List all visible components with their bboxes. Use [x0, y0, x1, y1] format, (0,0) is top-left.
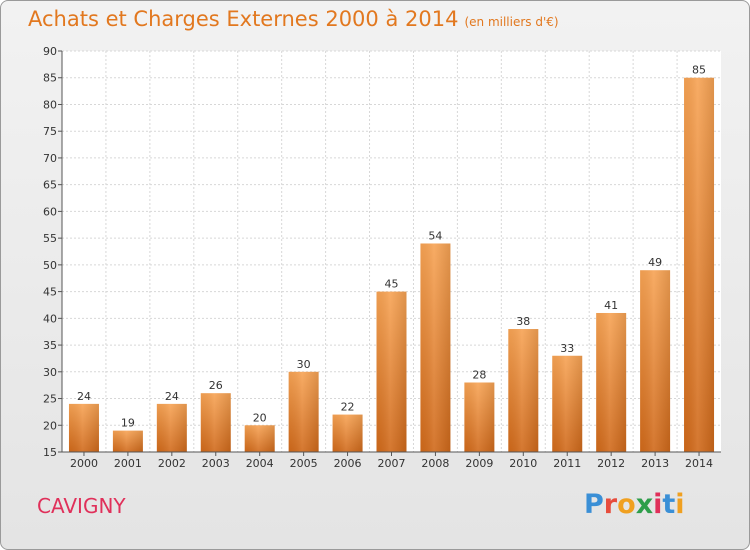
logo-letter: i — [653, 489, 663, 520]
bar-shade — [420, 243, 451, 452]
y-tick-label: 45 — [43, 286, 57, 299]
bar-shade — [288, 371, 319, 452]
x-tick-label: 2009 — [465, 457, 493, 470]
x-tick-label: 2000 — [70, 457, 98, 470]
y-tick-label: 20 — [43, 419, 57, 432]
data-label: 54 — [428, 229, 442, 242]
proxiti-logo[interactable]: Proxiti — [584, 489, 685, 520]
y-tick-label: 70 — [43, 152, 57, 165]
data-label: 49 — [648, 256, 662, 269]
bar-shade — [376, 291, 407, 452]
x-tick-label: 2013 — [641, 457, 669, 470]
y-tick-label: 90 — [43, 45, 57, 58]
bar-shade — [332, 414, 363, 452]
y-tick-label: 65 — [43, 179, 57, 192]
data-label: 19 — [121, 417, 135, 430]
y-tick-label: 85 — [43, 72, 57, 85]
y-tick-label: 30 — [43, 366, 57, 379]
x-tick-label: 2001 — [114, 457, 142, 470]
x-tick-label: 2008 — [421, 457, 449, 470]
y-tick-label: 80 — [43, 98, 57, 111]
y-tick-label: 75 — [43, 125, 57, 138]
data-label: 38 — [516, 315, 530, 328]
y-tick-label: 25 — [43, 393, 57, 406]
data-label: 45 — [385, 278, 399, 291]
city-name: CAVIGNY — [37, 494, 126, 518]
data-label: 28 — [472, 368, 486, 381]
title-text: Achats et Charges Externes 2000 à 2014 — [28, 7, 459, 31]
bar-shade — [596, 312, 627, 452]
logo-letter: x — [635, 489, 654, 520]
y-tick-label: 50 — [43, 259, 57, 272]
logo-letter: r — [603, 489, 618, 520]
x-tick-label: 2003 — [202, 457, 230, 470]
y-tick-label: 15 — [43, 446, 57, 459]
bar-shade — [156, 403, 187, 452]
x-tick-label: 2010 — [509, 457, 537, 470]
bar-shade — [68, 403, 99, 452]
bar-shade — [244, 425, 275, 452]
y-tick-label: 55 — [43, 232, 57, 245]
y-tick-label: 35 — [43, 339, 57, 352]
data-label: 24 — [77, 390, 91, 403]
bar-shade — [112, 430, 143, 452]
logo-letter: P — [584, 489, 604, 520]
x-tick-label: 2007 — [378, 457, 406, 470]
data-label: 22 — [341, 401, 355, 414]
bar-shade — [508, 329, 539, 452]
x-tick-label: 2005 — [290, 457, 318, 470]
x-tick-label: 2011 — [553, 457, 581, 470]
bars: 24 19 24 26 20 30 22 45 54 28 38 33 41 49 85 — [68, 64, 715, 452]
bar-shade — [684, 77, 715, 452]
bar-shade — [200, 393, 231, 452]
chart-subtitle: (en milliers d'€) — [464, 15, 559, 29]
logo-letter: o — [617, 489, 636, 520]
bar-shade — [552, 355, 583, 452]
x-tick-label: 2006 — [334, 457, 362, 470]
data-label: 26 — [209, 379, 223, 392]
data-label: 41 — [604, 299, 618, 312]
data-label: 24 — [165, 390, 179, 403]
data-label: 33 — [560, 342, 574, 355]
y-tick-label: 40 — [43, 312, 57, 325]
y-tick-label: 60 — [43, 205, 57, 218]
bar-shade — [464, 382, 495, 452]
data-label: 85 — [692, 64, 706, 77]
chart-title: Achats et Charges Externes 2000 à 2014 (e… — [28, 7, 559, 31]
x-tick-label: 2012 — [597, 457, 625, 470]
data-label: 30 — [297, 358, 311, 371]
x-tick-label: 2014 — [685, 457, 713, 470]
logo-letter: t — [662, 489, 676, 520]
bar-shade — [640, 270, 671, 452]
x-tick-label: 2004 — [246, 457, 274, 470]
data-label: 20 — [253, 411, 267, 424]
logo-letter: i — [675, 489, 685, 520]
x-tick-label: 2002 — [158, 457, 186, 470]
axes: 15 20 25 30 35 40 45 50 55 60 65 70 75 80 85 90 2000 2001… — [43, 45, 721, 470]
